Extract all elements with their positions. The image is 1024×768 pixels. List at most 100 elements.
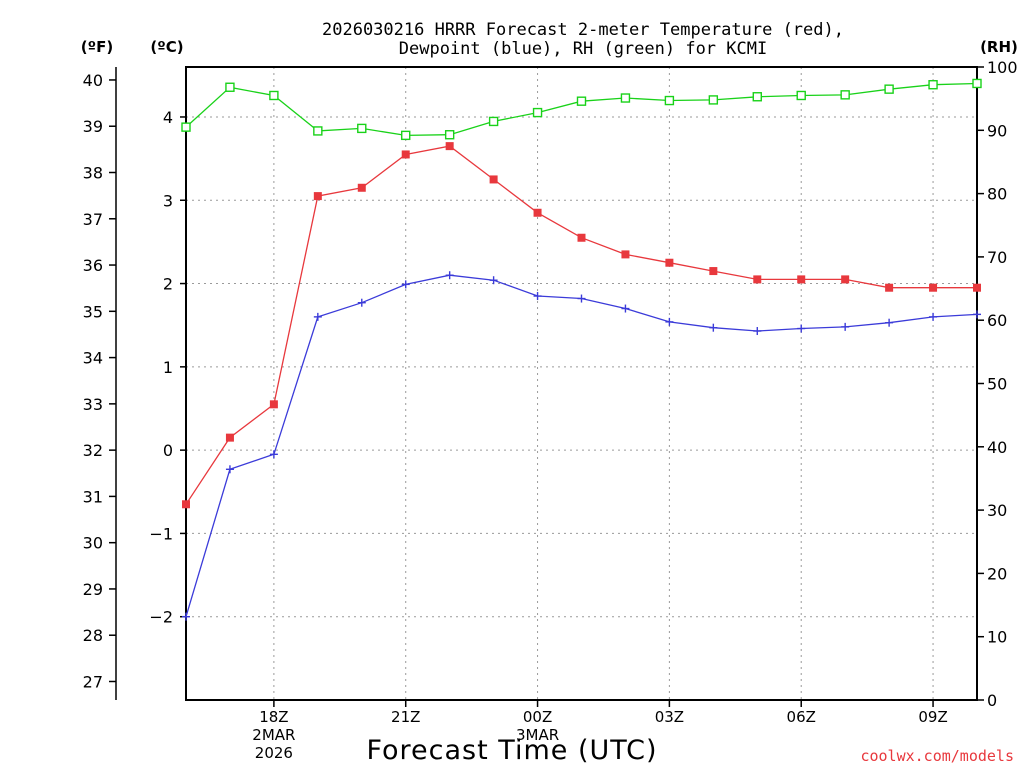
fahrenheit-tick-label: 29 bbox=[83, 580, 103, 599]
data-series bbox=[181, 78, 982, 621]
rh-point bbox=[752, 92, 762, 102]
dewpoint-point bbox=[841, 322, 850, 331]
fahrenheit-tick-label: 30 bbox=[83, 534, 103, 553]
fahrenheit-tick-label: 36 bbox=[83, 256, 103, 275]
fahrenheit-tick-label: 31 bbox=[83, 487, 103, 506]
fahrenheit-tick-label: 32 bbox=[83, 441, 103, 460]
rh-line bbox=[185, 82, 978, 137]
rh-tick-label: 90 bbox=[987, 121, 1007, 140]
fahrenheit-tick-label: 39 bbox=[83, 117, 103, 136]
rh-point bbox=[708, 95, 719, 105]
x-tick-label: 06Z bbox=[787, 708, 816, 726]
series-rh bbox=[181, 78, 982, 141]
rh-point bbox=[972, 78, 982, 89]
temperature-point bbox=[665, 258, 674, 267]
temperature-point bbox=[313, 192, 322, 201]
dewpoint-point bbox=[665, 317, 674, 326]
rh-point bbox=[840, 90, 850, 100]
temperature-point bbox=[929, 283, 938, 292]
celsius-unit-label: (ºC) bbox=[150, 38, 183, 56]
dewpoint-point bbox=[709, 323, 718, 332]
x-axis-title: Forecast Time (UTC) bbox=[366, 735, 657, 766]
rh-unit-label: (RH) bbox=[980, 38, 1018, 56]
rh-point bbox=[401, 130, 411, 141]
temperature-point bbox=[269, 400, 278, 409]
temperature-point bbox=[709, 267, 718, 276]
dewpoint-point bbox=[489, 276, 498, 285]
chart-title-line2: Dewpoint (blue), RH (green) for KCMI bbox=[399, 39, 767, 59]
dewpoint-point bbox=[357, 298, 366, 307]
dewpoint-point bbox=[885, 318, 894, 327]
dewpoint-point bbox=[182, 612, 190, 621]
rh-tick-label: 100 bbox=[987, 58, 1018, 77]
series-temperature bbox=[182, 142, 981, 509]
rh-point bbox=[444, 130, 455, 140]
celsius-tick-label: −2 bbox=[149, 608, 173, 627]
celsius-tick-label: 4 bbox=[163, 108, 173, 127]
rh-point bbox=[225, 82, 235, 92]
dewpoint-point bbox=[445, 271, 454, 280]
temperature-point bbox=[225, 433, 234, 442]
rh-point bbox=[313, 126, 323, 136]
rh-point bbox=[357, 123, 367, 134]
fahrenheit-tick-label: 40 bbox=[83, 71, 103, 90]
dewpoint-point bbox=[401, 280, 410, 289]
rh-point bbox=[796, 90, 806, 101]
fahrenheit-tick-label: 34 bbox=[83, 349, 103, 368]
dewpoint-point bbox=[797, 324, 806, 333]
x-tick-label: 18Z bbox=[259, 708, 288, 726]
x-tick-label: 03Z bbox=[655, 708, 684, 726]
celsius-tick-label: 0 bbox=[163, 441, 173, 460]
temperature-point bbox=[973, 283, 981, 292]
plot-frame bbox=[185, 66, 978, 701]
rh-point bbox=[884, 84, 894, 94]
temperature-point bbox=[401, 150, 410, 159]
rh-point bbox=[181, 122, 191, 132]
temperature-point bbox=[621, 250, 630, 259]
celsius-tick-label: 1 bbox=[163, 358, 173, 377]
dewpoint-point bbox=[621, 304, 630, 313]
rh-tick-label: 30 bbox=[987, 501, 1007, 520]
temperature-point bbox=[797, 275, 806, 284]
fahrenheit-tick-label: 33 bbox=[83, 395, 103, 414]
x-tick-label: 3MAR bbox=[516, 726, 559, 744]
dewpoint-line bbox=[185, 274, 978, 617]
grid-lines bbox=[186, 67, 977, 700]
x-tick-label: 00Z bbox=[523, 708, 552, 726]
temperature-point bbox=[533, 208, 542, 217]
fahrenheit-tick-label: 35 bbox=[83, 302, 103, 321]
temperature-point bbox=[489, 175, 498, 184]
dewpoint-point bbox=[973, 310, 981, 319]
x-tick-label: 09Z bbox=[918, 708, 947, 726]
temperature-point bbox=[841, 275, 850, 284]
dewpoint-point bbox=[753, 327, 762, 336]
temperature-point bbox=[357, 183, 366, 192]
source-credit: coolwx.com/models bbox=[860, 747, 1014, 765]
rh-point bbox=[620, 93, 631, 103]
axes: −2−1012342728293031323334353637383940010… bbox=[83, 58, 1018, 762]
rh-tick-label: 0 bbox=[987, 691, 997, 710]
fahrenheit-tick-label: 37 bbox=[83, 210, 103, 229]
fahrenheit-tick-label: 28 bbox=[83, 626, 103, 645]
fahrenheit-unit-label: (ºF) bbox=[81, 38, 113, 56]
x-tick-label: 2026 bbox=[255, 744, 293, 762]
rh-point bbox=[532, 107, 543, 118]
celsius-tick-label: −1 bbox=[149, 524, 173, 543]
x-tick-label: 21Z bbox=[391, 708, 420, 726]
rh-tick-label: 80 bbox=[987, 185, 1007, 204]
temperature-point bbox=[577, 233, 586, 242]
rh-tick-label: 20 bbox=[987, 564, 1007, 583]
celsius-tick-label: 3 bbox=[163, 191, 173, 210]
temperature-point bbox=[182, 500, 190, 509]
dewpoint-point bbox=[929, 312, 938, 321]
fahrenheit-tick-label: 38 bbox=[83, 164, 103, 183]
rh-point bbox=[488, 116, 499, 127]
temperature-point bbox=[885, 283, 894, 292]
celsius-tick-label: 2 bbox=[163, 275, 173, 294]
dewpoint-point bbox=[269, 450, 278, 459]
dewpoint-point bbox=[577, 294, 586, 303]
rh-point bbox=[664, 95, 675, 106]
rh-tick-label: 60 bbox=[987, 311, 1007, 330]
chart-title-line1: 2026030216 HRRR Forecast 2-meter Tempera… bbox=[322, 20, 844, 40]
